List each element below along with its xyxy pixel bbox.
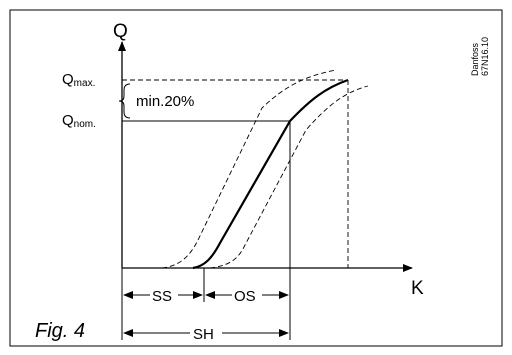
- y-axis-label: Q: [113, 21, 128, 42]
- nominal-curve: [192, 78, 349, 270]
- danfoss-code-line2: 67N16.10: [480, 37, 490, 76]
- tolerance-curve-right: [209, 85, 369, 269]
- q-max-label: Qmax.: [62, 71, 95, 89]
- min-percent-brace: [118, 83, 131, 119]
- x-axis-label: K: [411, 278, 424, 299]
- figure-caption: Fig. 4: [35, 320, 85, 342]
- sh-label: SH: [193, 326, 214, 343]
- tolerance-curve-left: [161, 69, 337, 269]
- os-label: OS: [234, 288, 256, 305]
- ss-label: SS: [152, 288, 172, 305]
- min-percent-label: min.20%: [136, 93, 194, 110]
- danfoss-code-line1: Danfoss: [470, 42, 480, 76]
- q-nom-label: Qnom.: [62, 112, 96, 130]
- figure-frame: [9, 9, 503, 347]
